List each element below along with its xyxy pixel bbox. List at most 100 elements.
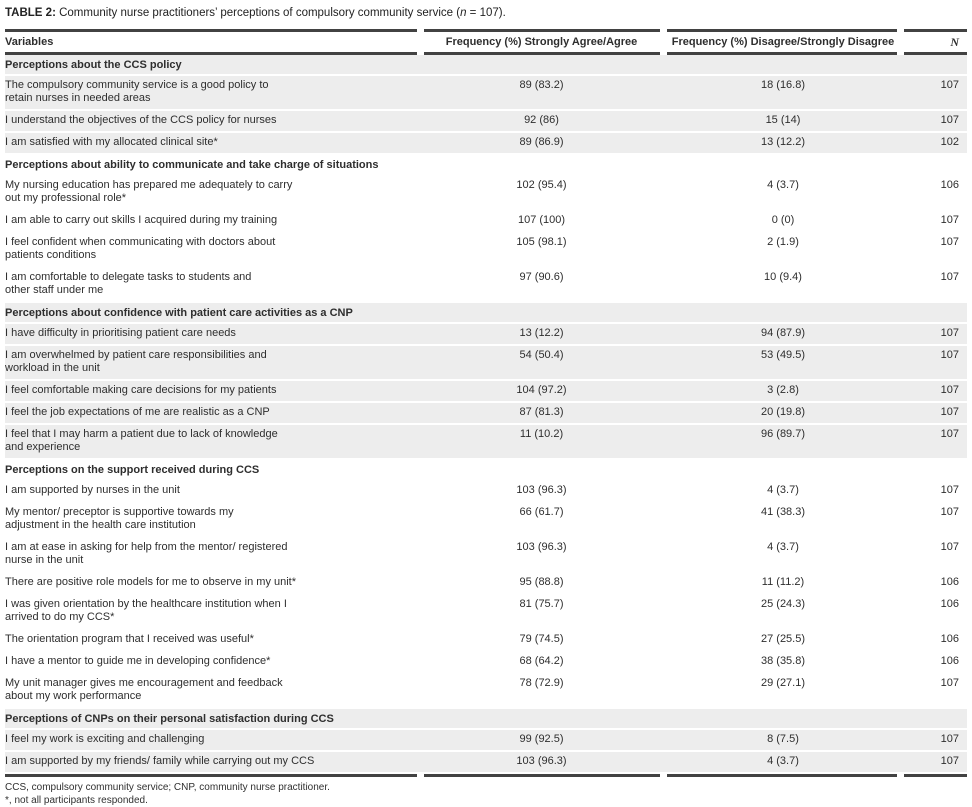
section-communication: Perceptions about ability to communicate…	[5, 155, 967, 303]
variable-cell: My nursing education has prepared me ade…	[5, 179, 293, 204]
header-bottom-rule	[5, 52, 967, 55]
column-header-disagree: Frequency (%) Disagree/Strongly Disagree	[671, 36, 895, 48]
disagree-cell: 53 (49.5)	[760, 349, 806, 361]
disagree-cell: 96 (89.7)	[760, 428, 806, 440]
table-row: I feel comfortable making care decisions…	[5, 381, 967, 403]
disagree-cell: 20 (19.8)	[760, 406, 806, 418]
table-row: My mentor/ preceptor is supportive towar…	[5, 503, 967, 538]
table-row: I have a mentor to guide me in developin…	[5, 652, 967, 674]
table-row: I am overwhelmed by patient care respons…	[5, 346, 967, 381]
table-row: I am at ease in asking for help from the…	[5, 538, 967, 573]
rule-segment	[424, 52, 660, 55]
agree-cell: 66 (61.7)	[519, 506, 564, 518]
table-row: I feel confident when communicating with…	[5, 233, 967, 268]
rule-segment	[424, 774, 660, 777]
table-row: The orientation program that I received …	[5, 630, 967, 652]
n-cell: 107	[940, 677, 959, 689]
agree-cell: 97 (90.6)	[519, 271, 564, 283]
n-cell: 107	[940, 428, 959, 440]
agree-cell: 87 (81.3)	[519, 406, 564, 418]
n-cell: 107	[940, 236, 959, 248]
disagree-cell: 13 (12.2)	[760, 136, 806, 148]
section-ccs-policy: Perceptions about the CCS policy The com…	[5, 55, 967, 155]
agree-cell: 68 (64.2)	[519, 655, 564, 667]
section-header: Perceptions on the support received duri…	[5, 460, 967, 481]
agree-cell: 11 (10.2)	[519, 428, 564, 440]
table-row: There are positive role models for me to…	[5, 573, 967, 595]
table-row: I feel my work is exciting and challengi…	[5, 730, 967, 752]
table-row: I am supported by my friends/ family whi…	[5, 752, 967, 774]
table-row: The compulsory community service is a go…	[5, 76, 967, 111]
table-row: I understand the objectives of the CCS p…	[5, 111, 967, 133]
section-satisfaction: Perceptions of CNPs on their personal sa…	[5, 709, 967, 774]
variable-cell: I feel that I may harm a patient due to …	[5, 428, 278, 453]
variable-cell: I am supported by my friends/ family whi…	[5, 755, 315, 767]
agree-cell: 79 (74.5)	[519, 633, 564, 645]
disagree-cell: 18 (16.8)	[760, 79, 806, 91]
agree-cell: 54 (50.4)	[519, 349, 564, 361]
agree-cell: 107 (100)	[517, 214, 566, 226]
disagree-cell: 29 (27.1)	[760, 677, 806, 689]
table-row: I feel the job expectations of me are re…	[5, 403, 967, 425]
rule-segment	[5, 774, 417, 777]
table-row: My nursing education has prepared me ade…	[5, 176, 967, 211]
table-title-text: Community nurse practitioners’ perceptio…	[59, 7, 461, 19]
disagree-cell: 10 (9.4)	[764, 271, 802, 283]
disagree-cell: 3 (2.8)	[767, 384, 799, 396]
rule-segment	[904, 52, 967, 55]
variable-cell: I am at ease in asking for help from the…	[5, 541, 288, 566]
variable-cell: I feel my work is exciting and challengi…	[5, 733, 205, 745]
variable-cell: I feel comfortable making care decisions…	[5, 384, 277, 396]
agree-cell: 78 (72.9)	[519, 677, 564, 689]
disagree-cell: 2 (1.9)	[767, 236, 799, 248]
disagree-cell: 27 (25.5)	[760, 633, 806, 645]
variable-cell: The orientation program that I received …	[5, 633, 254, 645]
variable-cell: I understand the objectives of the CCS p…	[5, 114, 277, 126]
table-row: I am supported by nurses in the unit 103…	[5, 481, 967, 503]
table-row: I have difficulty in prioritising patien…	[5, 324, 967, 346]
agree-cell: 13 (12.2)	[519, 327, 564, 339]
disagree-cell: 15 (14)	[765, 114, 801, 126]
column-header-n: N	[950, 35, 959, 49]
table-row: I was given orientation by the healthcar…	[5, 595, 967, 630]
agree-cell: 89 (83.2)	[519, 79, 564, 91]
variable-cell: My mentor/ preceptor is supportive towar…	[5, 506, 234, 531]
section-confidence: Perceptions about confidence with patien…	[5, 303, 967, 460]
n-cell: 107	[940, 755, 959, 767]
table-row: I am satisfied with my allocated clinica…	[5, 133, 967, 155]
variable-cell: I am comfortable to delegate tasks to st…	[5, 271, 252, 296]
n-cell: 107	[940, 271, 959, 283]
rule-segment	[667, 52, 897, 55]
n-cell: 107	[940, 484, 959, 496]
agree-cell: 89 (86.9)	[519, 136, 564, 148]
variable-cell: There are positive role models for me to…	[5, 576, 297, 588]
rule-segment	[424, 29, 660, 32]
agree-cell: 92 (86)	[524, 114, 559, 126]
agree-cell: 104 (97.2)	[516, 384, 567, 396]
variable-cell: I am overwhelmed by patient care respons…	[5, 349, 267, 374]
variable-cell: I am supported by nurses in the unit	[5, 484, 180, 496]
rule-segment	[5, 29, 417, 32]
table-footnotes: CCS, compulsory community service; CNP, …	[5, 777, 967, 807]
rule-segment	[904, 774, 967, 777]
footnote-abbreviations: CCS, compulsory community service; CNP, …	[5, 782, 330, 793]
variable-cell: My unit manager gives me encouragement a…	[5, 677, 283, 702]
variable-cell: I feel the job expectations of me are re…	[5, 406, 270, 418]
disagree-cell: 41 (38.3)	[760, 506, 806, 518]
agree-cell: 102 (95.4)	[516, 179, 567, 191]
rule-segment	[5, 52, 417, 55]
rule-segment	[667, 774, 897, 777]
agree-cell: 103 (96.3)	[516, 755, 567, 767]
section-header: Perceptions about confidence with patien…	[5, 303, 967, 324]
section-support: Perceptions on the support received duri…	[5, 460, 967, 709]
n-cell: 106	[940, 598, 959, 610]
table-row: My unit manager gives me encouragement a…	[5, 674, 967, 709]
n-cell: 107	[940, 114, 959, 126]
section-header: Perceptions about ability to communicate…	[5, 155, 967, 176]
table-bottom-rule	[5, 774, 967, 777]
table-row: I feel that I may harm a patient due to …	[5, 425, 967, 460]
rule-segment	[904, 29, 967, 32]
agree-cell: 105 (98.1)	[516, 236, 567, 248]
disagree-cell: 25 (24.3)	[760, 598, 806, 610]
